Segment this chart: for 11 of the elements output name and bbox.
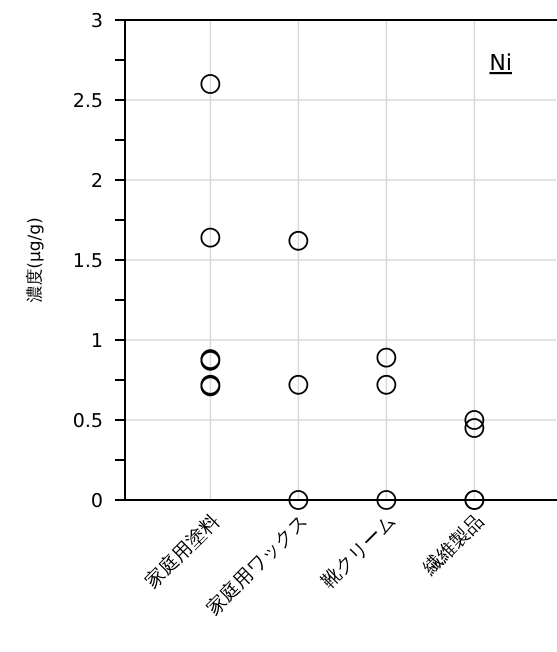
y-tick-label: 0.5 [72, 410, 103, 432]
x-tick-label: 靴クリーム [317, 510, 400, 593]
y-tick-label: 2.5 [72, 90, 103, 112]
y-tick-label: 0 [90, 490, 103, 512]
y-tick-label: 1 [90, 330, 103, 352]
y-axis-title: 濃度(μg/g) [25, 217, 45, 303]
x-tick-label: 繊維製品 [418, 510, 488, 580]
y-tick-label: 2 [90, 170, 103, 192]
y-tick-label: 1.5 [72, 250, 103, 272]
y-tick-label: 3 [90, 10, 103, 32]
annotation: Ni [489, 51, 512, 76]
